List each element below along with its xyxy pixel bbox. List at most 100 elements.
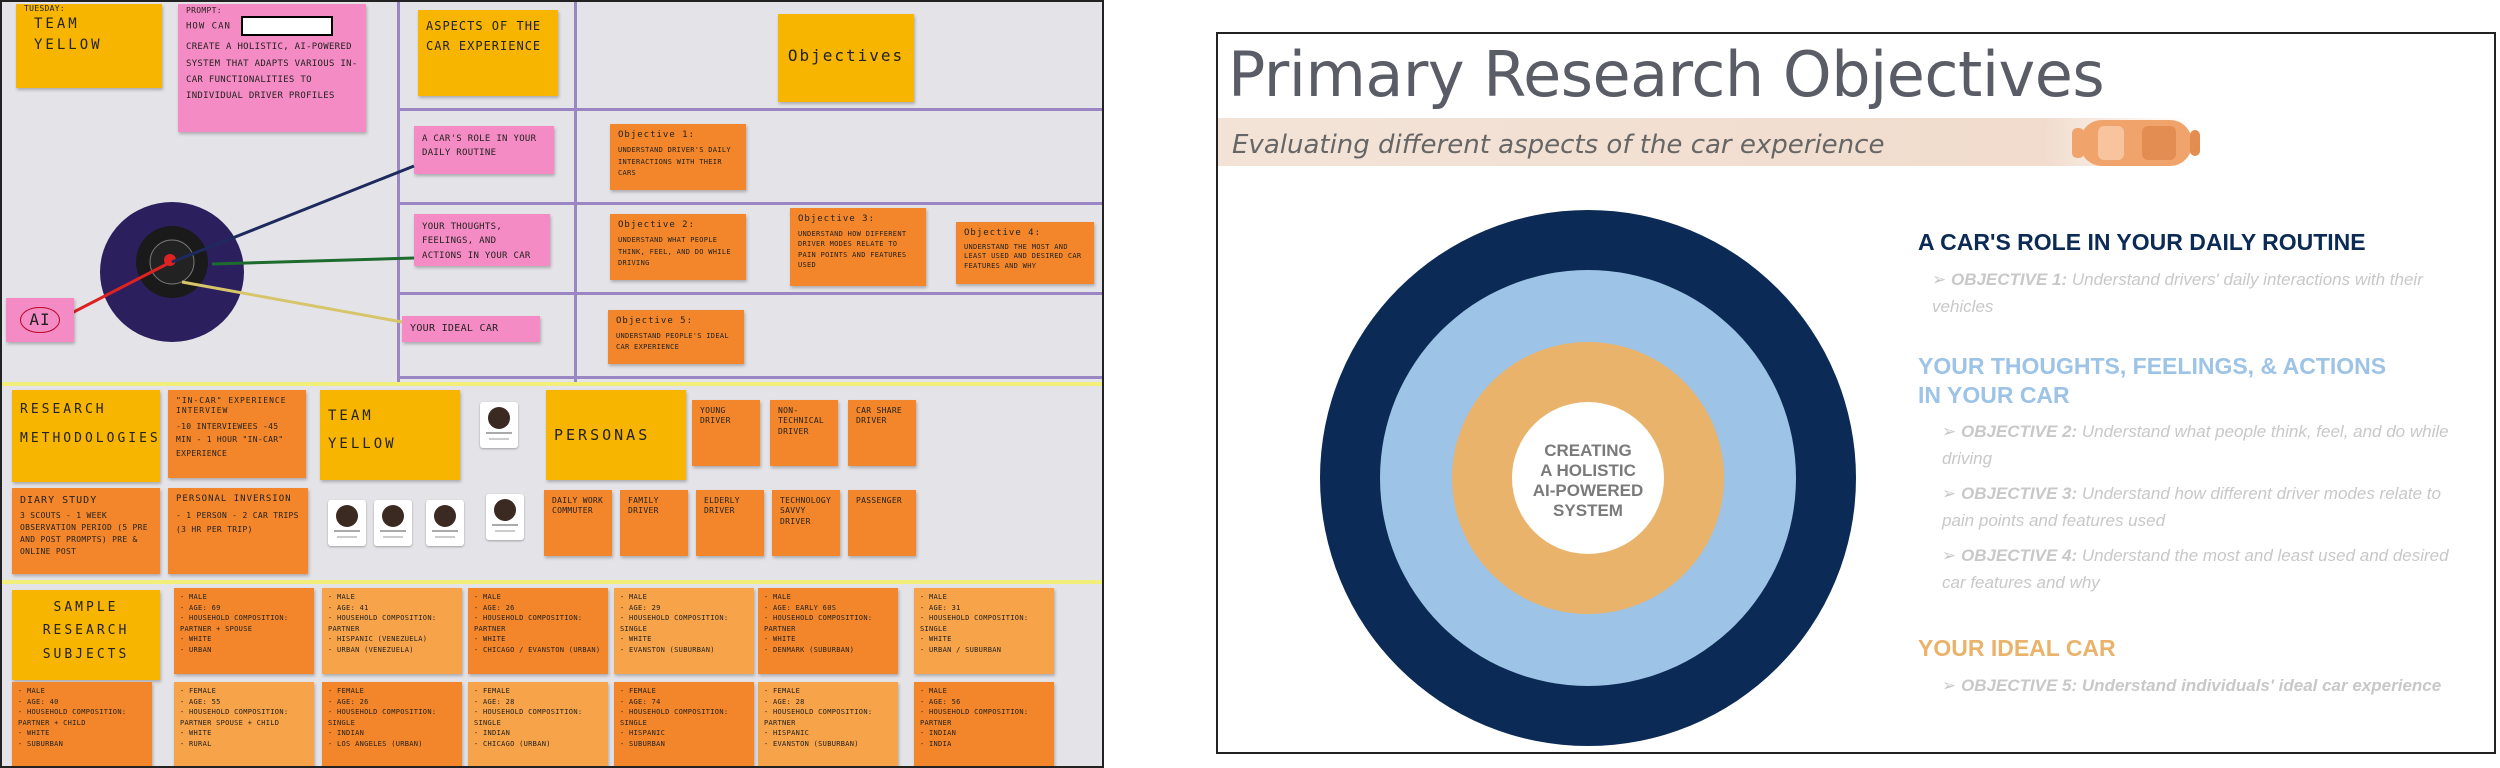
subject-line4: - WHITE bbox=[920, 635, 952, 643]
section-car-role-title: A CAR'S ROLE IN YOUR DAILY ROUTINE bbox=[1918, 229, 2366, 255]
tape-line bbox=[2, 382, 1102, 386]
objective-4-label: OBJECTIVE 4: bbox=[1960, 546, 2078, 565]
subject-line3: - HOUSEHOLD COMPOSITION: PARTNER bbox=[474, 614, 583, 633]
objective-2-text: Understand what people think, feel, and … bbox=[1942, 422, 2449, 469]
subject-line1: - MALE bbox=[474, 593, 502, 601]
subject-line2: - AGE: 69 bbox=[180, 603, 221, 612]
aspect-ideal-note: YOUR IDEAL CAR bbox=[402, 316, 540, 342]
subject-line1: - MALE bbox=[180, 593, 208, 601]
objective-4-text: UNDERSTAND THE MOST AND LEAST USED AND D… bbox=[964, 242, 1082, 271]
center-label-line: CREATING bbox=[1544, 441, 1632, 460]
subject-line3: - HOUSEHOLD COMPOSITION: PARTNER + SPOUS… bbox=[180, 614, 289, 633]
subject-line4: - WHITE bbox=[474, 635, 506, 643]
objective-4-note: Objective 4: UNDERSTAND THE MOST AND LEA… bbox=[956, 222, 1094, 284]
subject-line2: - AGE: 41 bbox=[328, 603, 369, 612]
aspect-role-text: A CAR'S ROLE IN YOUR DAILY ROUTINE bbox=[422, 134, 537, 159]
objective-3-label: OBJECTIVE 3: bbox=[1960, 484, 2078, 503]
objectives-header-note: Objectives bbox=[778, 14, 914, 102]
subject-line5: - SUBURBAN bbox=[620, 739, 666, 748]
subject-line1: - MALE bbox=[920, 687, 948, 695]
redaction-box bbox=[241, 16, 334, 37]
objective-1-title: Objective 1: bbox=[618, 130, 696, 140]
subject-note: - FEMALE - AGE: 74 - HOUSEHOLD COMPOSITION… bbox=[614, 682, 754, 766]
methods-title: RESEARCH METHODOLOGIES bbox=[20, 402, 160, 446]
subject-note: - MALE - AGE: 56 - HOUSEHOLD COMPOSITION: … bbox=[914, 682, 1054, 766]
diary-study-note: DIARY STUDY 3 SCOUTS - 1 WEEK OBSERVATIO… bbox=[12, 488, 160, 574]
subject-line2: - AGE: 29 bbox=[620, 603, 661, 612]
subject-line5: - URBAN / SUBURBAN bbox=[920, 645, 1002, 654]
subject-line4: - INDIAN bbox=[920, 729, 957, 737]
subject-note: - FEMALE - AGE: 28 - HOUSEHOLD COMPOSITION… bbox=[758, 682, 898, 766]
subject-note: - MALE - AGE: 41 - HOUSEHOLD COMPOSITION: … bbox=[322, 588, 462, 674]
objective-3-item: ➢ OBJECTIVE 3: Understand how different … bbox=[1942, 480, 2472, 534]
team-photo bbox=[480, 402, 518, 448]
team-photo bbox=[426, 500, 464, 546]
subject-line1: - FEMALE bbox=[474, 687, 511, 695]
incar-interview-note: "IN-CAR" EXPERIENCE INTERVIEW -10 INTERV… bbox=[168, 390, 306, 478]
objectives-target: CREATING A HOLISTIC AI-POWERED SYSTEM bbox=[1320, 210, 1856, 746]
subject-line1: - FEMALE bbox=[620, 687, 657, 695]
persona-note: YOUNG DRIVER bbox=[692, 400, 760, 466]
persona-note: PASSENGER bbox=[848, 490, 916, 556]
target-center bbox=[1512, 402, 1664, 554]
objective-5-title: Objective 5: bbox=[616, 316, 694, 326]
subject-line1: - MALE bbox=[328, 593, 356, 601]
subject-line3: - HOUSEHOLD COMPOSITION: SINGLE bbox=[620, 708, 729, 727]
center-label-line: SYSTEM bbox=[1553, 501, 1623, 520]
subject-line3: - HOUSEHOLD COMPOSITION: PARTNER + CHILD bbox=[18, 708, 127, 727]
objective-1-note: Objective 1: UNDERSTAND DRIVER'S DAILY I… bbox=[610, 124, 746, 190]
day-label: TUESDAY: bbox=[24, 4, 65, 13]
prompt-how: HOW CAN bbox=[186, 21, 231, 32]
string-navy bbox=[171, 164, 415, 264]
section-thoughts-line2: IN YOUR CAR bbox=[1918, 381, 2070, 408]
subject-line5: - LOS ANGELES (URBAN) bbox=[328, 739, 423, 748]
subject-line5: - SUBURBAN bbox=[18, 739, 64, 748]
subject-line5: - INDIA bbox=[920, 739, 952, 748]
personal-inversion-note: PERSONAL INVERSION - 1 PERSON - 2 CAR TR… bbox=[168, 488, 308, 574]
persona-label: PASSENGER bbox=[856, 496, 903, 505]
persona-note: DAILY WORK COMMUTER bbox=[544, 490, 612, 556]
persona-note: CAR SHARE DRIVER bbox=[848, 400, 916, 466]
team-photo bbox=[328, 500, 366, 546]
subject-line2: - AGE: 26 bbox=[328, 697, 369, 706]
grid-line bbox=[397, 108, 1102, 111]
sample-subjects-note: SAMPLE RESEARCH SUBJECTS bbox=[12, 590, 160, 680]
grid-line bbox=[397, 292, 1102, 295]
grid-line bbox=[574, 2, 577, 382]
personas-title: PERSONAS bbox=[554, 425, 651, 444]
objective-5-label: OBJECTIVE 5: bbox=[1960, 676, 2078, 695]
section-thoughts-title: YOUR THOUGHTS, FEELINGS, & ACTIONS IN YO… bbox=[1918, 352, 2386, 410]
subject-line1: - FEMALE bbox=[764, 687, 801, 695]
subtitle-band bbox=[1218, 118, 2188, 166]
objective-5-text: UNDERSTAND PEOPLE'S IDEAL CAR EXPERIENCE bbox=[616, 331, 729, 351]
aspect-thoughts-text: YOUR THOUGHTS, FEELINGS, AND ACTIONS IN … bbox=[422, 222, 531, 261]
aspects-note: ASPECTS OF THE CAR EXPERIENCE bbox=[418, 10, 558, 96]
objective-5-text: Understand individuals' ideal car experi… bbox=[2081, 676, 2442, 695]
string-gold bbox=[181, 280, 403, 324]
subject-line3: - HOUSEHOLD COMPOSITION: PARTNER bbox=[764, 614, 873, 633]
objective-1-text: UNDERSTAND DRIVER'S DAILY INTERACTIONS W… bbox=[618, 145, 731, 178]
incar-text: -10 INTERVIEWEES -45 MIN - 1 HOUR "IN-CA… bbox=[176, 421, 284, 458]
objective-2-item: ➢ OBJECTIVE 2: Understand what people th… bbox=[1942, 418, 2472, 472]
aspect-ideal-text: YOUR IDEAL CAR bbox=[410, 323, 499, 334]
subject-line5: - EVANSTON (SUBURBAN) bbox=[764, 739, 859, 748]
center-label-line: A HOLISTIC bbox=[1540, 461, 1636, 480]
objective-3-note: Objective 3: UNDERSTAND HOW DIFFERENT DR… bbox=[790, 208, 926, 286]
objective-4-title: Objective 4: bbox=[964, 228, 1042, 238]
ai-label: AI bbox=[20, 306, 60, 334]
objective-5-item: ➢ OBJECTIVE 5: Understand individuals' i… bbox=[1942, 672, 2472, 699]
subject-line4: - WHITE bbox=[18, 729, 50, 737]
incar-title: "IN-CAR" EXPERIENCE INTERVIEW bbox=[176, 396, 287, 416]
subject-note: - MALE - AGE: EARLY 60S - HOUSEHOLD COMPOS… bbox=[758, 588, 898, 674]
string-red bbox=[61, 262, 168, 320]
personas-note: PERSONAS bbox=[546, 390, 686, 480]
subject-line5: - CHICAGO (URBAN) bbox=[474, 739, 551, 748]
subject-note: - MALE - AGE: 69 - HOUSEHOLD COMPOSITION: … bbox=[174, 588, 314, 674]
subject-line1: - MALE bbox=[18, 687, 46, 695]
subject-note: - MALE - AGE: 26 - HOUSEHOLD COMPOSITION: … bbox=[468, 588, 608, 674]
team-yellow-note-2: TEAM YELLOW bbox=[320, 390, 460, 480]
persona-note: TECHNOLOGY SAVVY DRIVER bbox=[772, 490, 840, 556]
objective-3-title: Objective 3: bbox=[798, 214, 876, 224]
center-label-line: AI-POWERED bbox=[1533, 481, 1644, 500]
subject-line5: - CHICAGO / EVANSTON (URBAN) bbox=[474, 645, 601, 654]
